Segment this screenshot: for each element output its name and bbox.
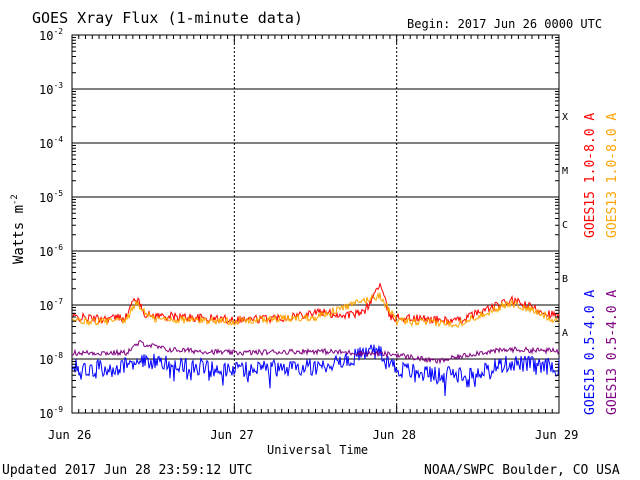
legend-label: GOES15 0.5-4.0 A	[583, 290, 598, 415]
series-line	[71, 283, 560, 325]
x-tick-label: Jun 27	[210, 428, 253, 442]
legend: GOES15 1.0-8.0 A GOES13 1.0-8.0 A GOES15 0…	[583, 113, 620, 415]
x-axis-label: Universal Time	[267, 443, 368, 457]
begin-date: Begin: 2017 Jun 26 0000 UTC	[407, 17, 602, 31]
legend-label: GOES13 1.0-8.0 A	[605, 113, 620, 238]
flare-class-label: A	[562, 328, 568, 339]
series-line	[71, 291, 560, 328]
y-tick-label: 10-2	[39, 27, 63, 43]
y-tick-label: 10-4	[39, 135, 63, 151]
flare-class-label: B	[562, 274, 568, 285]
flare-class-label: X	[562, 112, 568, 123]
legend-label: GOES15 1.0-8.0 A	[583, 113, 598, 238]
y-tick-label: 10-8	[39, 351, 63, 367]
flare-class-label: M	[562, 166, 568, 177]
series-layer	[71, 283, 560, 397]
x-tick-label: Jun 28	[373, 428, 416, 442]
x-tick-label: Jun 26	[48, 428, 91, 442]
y-tick-label: 10-9	[39, 405, 63, 421]
x-tick-label: Jun 29	[535, 428, 578, 442]
flare-class-label: C	[562, 220, 568, 231]
legend-label: GOES13 0.5-4.0 A	[605, 290, 620, 415]
updated-timestamp: Updated 2017 Jun 28 23:59:12 UTC	[2, 463, 252, 478]
plot-area	[71, 34, 560, 414]
axes: 10-9 10-8 10-7 10-6 10-5 10-4 10-3 10-2 Jun 26 Ju…	[39, 27, 578, 442]
y-tick-label: 10-5	[39, 189, 63, 205]
series-line	[71, 339, 560, 365]
y-tick-label: 10-6	[39, 243, 63, 259]
y-tick-label: 10-7	[39, 297, 63, 313]
y-axis-label: Watts m-2	[10, 194, 27, 264]
credit-text: NOAA/SWPC Boulder, CO USA	[424, 463, 620, 478]
series-line	[71, 344, 560, 397]
grid	[72, 35, 559, 413]
chart-title: GOES Xray Flux (1-minute data)	[32, 9, 303, 27]
y-tick-label: 10-3	[39, 81, 63, 97]
